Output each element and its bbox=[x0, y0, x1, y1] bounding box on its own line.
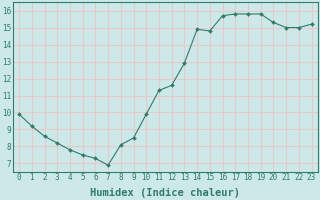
X-axis label: Humidex (Indice chaleur): Humidex (Indice chaleur) bbox=[90, 188, 240, 198]
